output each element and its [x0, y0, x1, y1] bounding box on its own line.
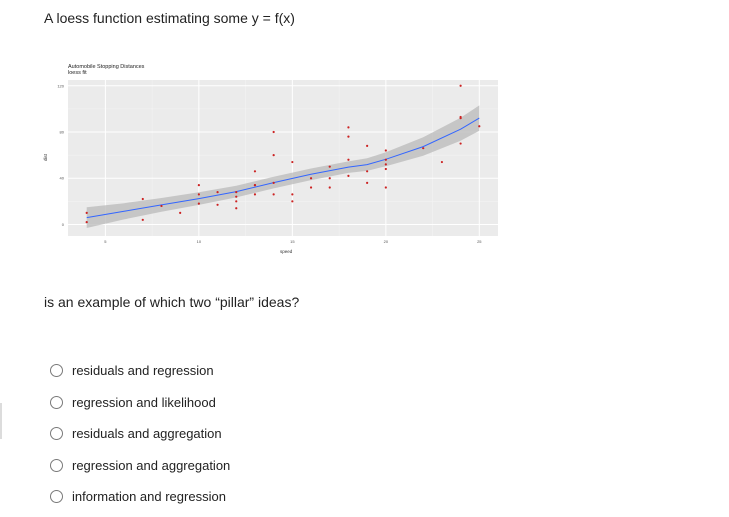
data-point: [235, 190, 238, 194]
y-tick-label: 0: [62, 222, 65, 227]
data-point: [366, 144, 369, 147]
data-point: [291, 193, 294, 196]
data-point: [141, 218, 144, 221]
answer-option[interactable]: regression and aggregation: [50, 450, 230, 482]
data-point: [197, 202, 200, 205]
data-point: [422, 147, 425, 150]
radio-button[interactable]: [50, 395, 63, 409]
x-tick-label: 20: [384, 239, 389, 244]
data-point: [384, 158, 387, 161]
data-point: [291, 160, 294, 164]
answer-option-label: residuals and regression: [72, 363, 214, 379]
left-edge-marker: [0, 403, 2, 439]
data-point: [384, 163, 387, 166]
data-point: [384, 149, 387, 152]
data-point: [309, 177, 313, 180]
answer-options: residuals and regression regression and …: [50, 355, 230, 513]
radio-button[interactable]: [50, 458, 63, 472]
x-tick-label: 25: [477, 239, 482, 244]
x-axis-label: speed: [280, 249, 293, 254]
data-point: [459, 84, 462, 87]
data-point: [179, 211, 182, 214]
data-point: [272, 154, 275, 157]
x-tick-label: 15: [290, 239, 295, 244]
data-point: [384, 167, 387, 171]
data-point: [459, 115, 462, 119]
loess-chart: Automobile Stopping Distances loess fit …: [34, 60, 504, 260]
radio-button[interactable]: [50, 490, 63, 504]
data-point: [459, 142, 462, 145]
data-point: [328, 177, 331, 180]
data-point: [216, 203, 219, 206]
data-point: [235, 207, 238, 210]
data-point: [347, 126, 350, 129]
answer-option[interactable]: residuals and aggregation: [50, 418, 230, 450]
data-point: [272, 193, 275, 196]
data-point: [328, 186, 331, 189]
question-title: A loess function estimating some y = f(x…: [44, 10, 295, 26]
answer-option[interactable]: regression and likelihood: [50, 387, 230, 419]
data-point: [272, 130, 275, 134]
confidence-band: [86, 105, 480, 228]
data-point: [197, 193, 200, 196]
data-point: [347, 135, 350, 138]
data-point: [347, 158, 350, 161]
radio-button[interactable]: [50, 427, 63, 441]
data-point: [216, 190, 219, 194]
data-point: [272, 181, 275, 184]
data-point: [253, 170, 257, 173]
x-tick-label: 10: [197, 239, 202, 244]
data-point: [197, 184, 200, 187]
answer-option-label: regression and likelihood: [72, 394, 216, 410]
data-point: [141, 197, 144, 201]
data-point: [160, 204, 163, 208]
data-point: [235, 195, 238, 198]
data-point: [347, 174, 350, 178]
data-point: [253, 193, 257, 196]
x-tick-label: 5: [104, 239, 107, 244]
question-text: is an example of which two “pillar” idea…: [44, 294, 300, 310]
chart-subtitle: loess fit: [68, 70, 87, 76]
data-point: [235, 200, 238, 203]
radio-button[interactable]: [50, 364, 63, 378]
answer-option-label: information and regression: [72, 489, 226, 505]
data-point: [253, 184, 257, 187]
answer-option[interactable]: information and regression: [50, 481, 230, 513]
answer-option[interactable]: residuals and regression: [50, 355, 230, 387]
data-point: [366, 170, 369, 173]
y-tick-label: 40: [60, 176, 65, 181]
data-point: [440, 160, 444, 164]
data-point: [85, 221, 88, 224]
data-point: [85, 211, 88, 214]
data-point: [384, 186, 387, 189]
data-point: [309, 186, 313, 189]
data-point: [366, 181, 369, 184]
data-point: [478, 125, 481, 128]
data-point: [328, 165, 331, 168]
chart-title: Automobile Stopping Distances: [68, 64, 145, 70]
chart-svg: Automobile Stopping Distances loess fit …: [43, 64, 498, 254]
answer-option-label: residuals and aggregation: [72, 426, 222, 442]
y-axis-label: dist: [43, 153, 48, 161]
data-point: [291, 200, 294, 203]
answer-option-label: regression and aggregation: [72, 457, 231, 473]
y-tick-label: 80: [60, 130, 65, 135]
y-tick-label: 120: [57, 83, 64, 88]
